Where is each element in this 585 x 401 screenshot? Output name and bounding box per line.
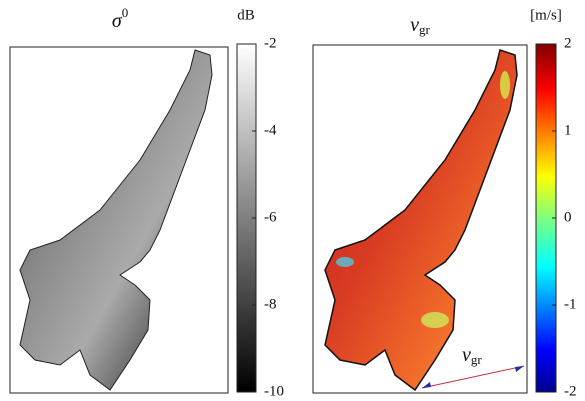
tick-label: -2 (564, 383, 577, 399)
tick-label: -10 (264, 383, 284, 399)
tick-label: 2 (564, 35, 572, 51)
tick-label: -6 (264, 209, 277, 225)
tick-label: -1 (564, 296, 577, 312)
tick-label: -8 (264, 296, 277, 312)
colorbar-label: [m/s] (530, 7, 562, 23)
patch (421, 312, 449, 328)
colorbar-label: dB (237, 7, 255, 23)
tick-label: -2 (264, 35, 277, 51)
tick-label: 0 (564, 209, 572, 225)
figure: σ0 dB vgr [m/s] vgr -2-4-6-8-10210-1-2 (0, 0, 585, 401)
patch (500, 71, 510, 99)
patch (336, 257, 354, 267)
panel-title: vgr (410, 14, 430, 37)
tick-label: -4 (264, 122, 277, 138)
tick-label: 1 (564, 122, 572, 138)
panel-title: σ0 (112, 5, 128, 32)
